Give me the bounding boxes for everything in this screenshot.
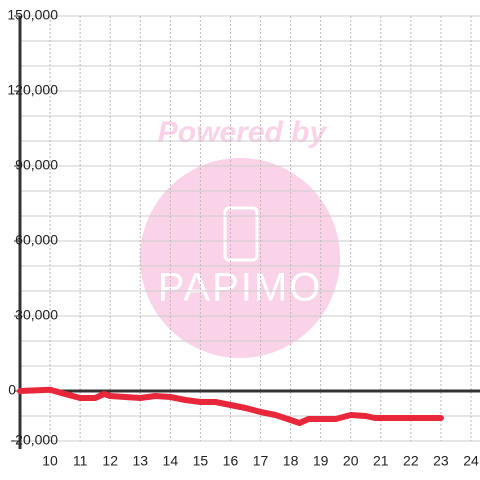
x-tick-label: 19 [313, 453, 329, 469]
watermark-logo: PAPIMO [158, 266, 323, 310]
x-tick-label: 16 [223, 453, 239, 469]
x-tick-label: 15 [193, 453, 209, 469]
y-tick-label: 90,000 [15, 157, 58, 173]
x-tick-label: 23 [433, 453, 449, 469]
x-tick-label: 11 [73, 453, 88, 469]
x-tick-label: 21 [373, 453, 389, 469]
y-tick-label: 150,000 [7, 7, 58, 23]
watermark-text: Powered by [158, 116, 328, 149]
y-tick-label: 120,000 [7, 82, 58, 98]
x-tick-label: 12 [102, 453, 118, 469]
x-tick-label: 13 [132, 453, 148, 469]
line-series [17, 386, 444, 426]
x-tick-label: 18 [283, 453, 299, 469]
watermark: Powered by PAPIMO [140, 116, 340, 358]
y-tick-label: 30,000 [15, 307, 58, 323]
x-tick-label: 17 [253, 453, 269, 469]
y-tick-label: -20,000 [11, 432, 59, 448]
x-tick-label: 22 [403, 453, 419, 469]
x-tick-label: 24 [463, 453, 479, 469]
x-tick-label: 10 [42, 453, 58, 469]
y-tick-label: 0 [8, 382, 16, 398]
watermark-circle [140, 158, 340, 358]
watermark-icon [223, 206, 259, 262]
x-tick-label: 14 [163, 453, 179, 469]
y-tick-label: 60,000 [15, 232, 58, 248]
x-tick-label: 20 [343, 453, 359, 469]
